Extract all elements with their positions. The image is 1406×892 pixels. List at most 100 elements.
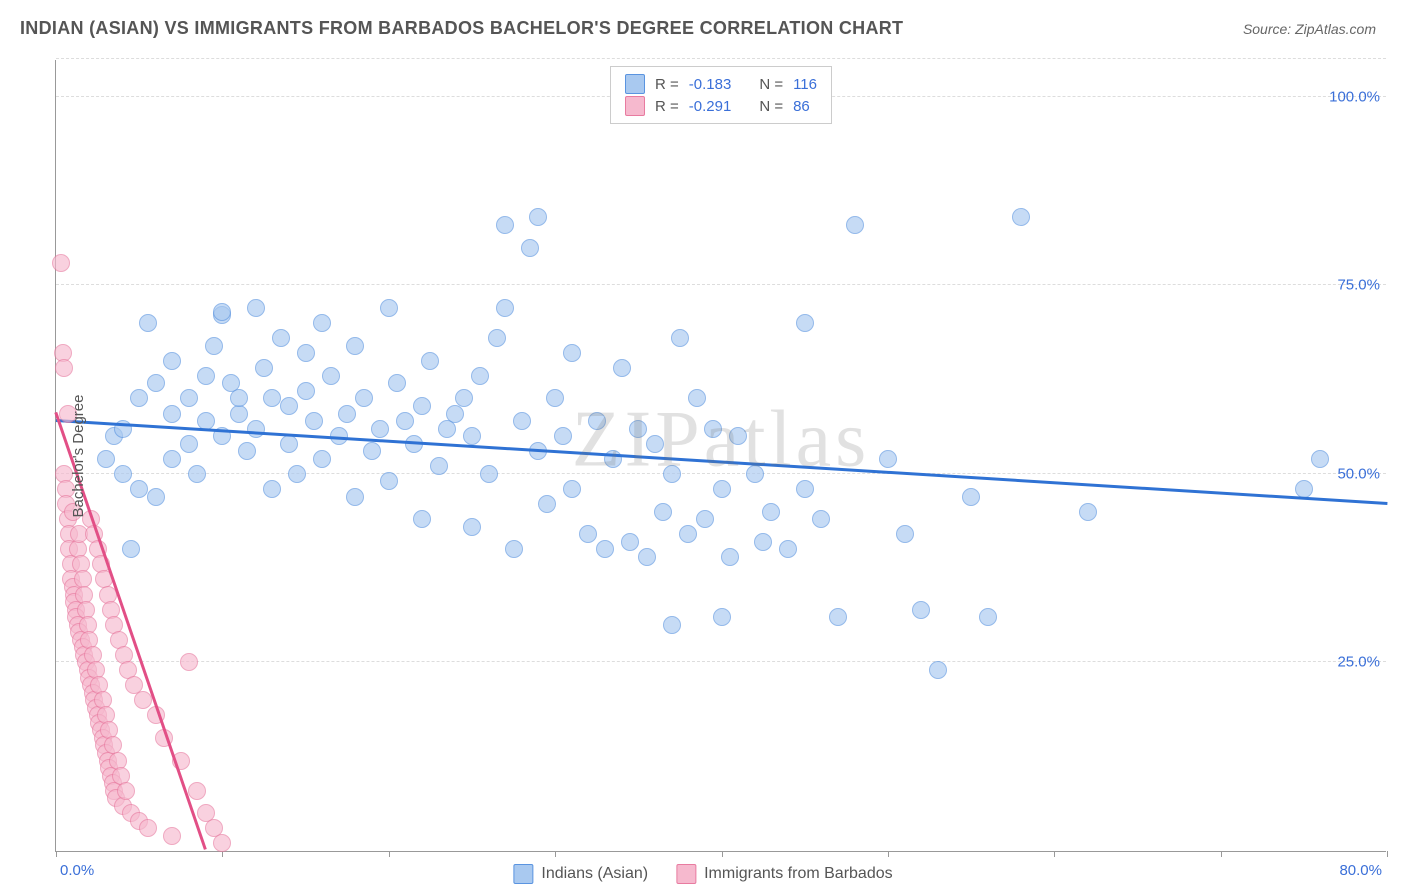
- data-point: [380, 299, 398, 317]
- data-point: [1012, 208, 1030, 226]
- data-point: [521, 239, 539, 257]
- stat-n-label: N =: [759, 76, 783, 93]
- data-point: [962, 488, 980, 506]
- chart-title: INDIAN (ASIAN) VS IMMIGRANTS FROM BARBAD…: [20, 18, 903, 39]
- data-point: [205, 337, 223, 355]
- data-point: [147, 374, 165, 392]
- data-point: [796, 314, 814, 332]
- y-tick-label: 25.0%: [1337, 654, 1380, 671]
- data-point: [396, 412, 414, 430]
- data-point: [52, 254, 70, 272]
- data-point: [779, 540, 797, 558]
- data-point: [163, 827, 181, 845]
- data-point: [613, 359, 631, 377]
- data-point: [180, 653, 198, 671]
- data-point: [180, 435, 198, 453]
- legend-stat-row: R =-0.183N =116: [625, 73, 817, 95]
- source-attribution: Source: ZipAtlas.com: [1243, 21, 1376, 37]
- stat-n-label: N =: [759, 98, 783, 115]
- data-point: [563, 480, 581, 498]
- legend-stats: R =-0.183N =116R =-0.291N =86: [610, 66, 832, 124]
- data-point: [488, 329, 506, 347]
- data-point: [114, 465, 132, 483]
- data-point: [746, 465, 764, 483]
- data-point: [704, 420, 722, 438]
- data-point: [496, 216, 514, 234]
- data-point: [297, 344, 315, 362]
- data-point: [230, 389, 248, 407]
- data-point: [430, 457, 448, 475]
- data-point: [97, 450, 115, 468]
- data-point: [696, 510, 714, 528]
- data-point: [130, 480, 148, 498]
- data-point: [480, 465, 498, 483]
- data-point: [413, 397, 431, 415]
- stat-r-label: R =: [655, 76, 679, 93]
- y-tick-label: 75.0%: [1337, 277, 1380, 294]
- data-point: [163, 405, 181, 423]
- data-point: [188, 782, 206, 800]
- y-tick-label: 100.0%: [1329, 88, 1380, 105]
- data-point: [579, 525, 597, 543]
- data-point: [621, 533, 639, 551]
- data-point: [297, 382, 315, 400]
- data-point: [629, 420, 647, 438]
- x-tick-label: 80.0%: [1339, 862, 1382, 879]
- data-point: [638, 548, 656, 566]
- data-point: [188, 465, 206, 483]
- data-point: [280, 397, 298, 415]
- data-point: [280, 435, 298, 453]
- data-point: [796, 480, 814, 498]
- data-point: [380, 472, 398, 490]
- data-point: [554, 427, 572, 445]
- legend-label: Immigrants from Barbados: [704, 865, 893, 883]
- watermark: ZIPatlas: [572, 394, 871, 485]
- y-axis-title: Bachelor's Degree: [70, 395, 87, 518]
- data-point: [588, 412, 606, 430]
- x-tick: [888, 851, 889, 857]
- x-tick: [1054, 851, 1055, 857]
- data-point: [139, 819, 157, 837]
- x-tick: [389, 851, 390, 857]
- stat-r-value: -0.291: [689, 98, 732, 115]
- data-point: [180, 389, 198, 407]
- data-point: [213, 834, 231, 852]
- data-point: [1079, 503, 1097, 521]
- x-tick: [555, 851, 556, 857]
- data-point: [388, 374, 406, 392]
- data-point: [513, 412, 531, 430]
- gridline: [56, 661, 1386, 662]
- data-point: [355, 389, 373, 407]
- gridline: [56, 284, 1386, 285]
- data-point: [313, 314, 331, 332]
- data-point: [729, 427, 747, 445]
- stat-r-value: -0.183: [689, 76, 732, 93]
- data-point: [313, 450, 331, 468]
- data-point: [338, 405, 356, 423]
- x-tick: [1387, 851, 1388, 857]
- data-point: [197, 367, 215, 385]
- data-point: [754, 533, 772, 551]
- data-point: [546, 389, 564, 407]
- data-point: [671, 329, 689, 347]
- legend-swatch: [676, 864, 696, 884]
- data-point: [505, 540, 523, 558]
- scatter-plot: ZIPatlas R =-0.183N =116R =-0.291N =86 2…: [55, 60, 1386, 852]
- data-point: [529, 208, 547, 226]
- data-point: [272, 329, 290, 347]
- data-point: [912, 601, 930, 619]
- data-point: [879, 450, 897, 468]
- data-point: [463, 427, 481, 445]
- data-point: [163, 450, 181, 468]
- plot-area: ZIPatlas R =-0.183N =116R =-0.291N =86 2…: [55, 60, 1386, 852]
- data-point: [346, 488, 364, 506]
- legend-swatch: [625, 74, 645, 94]
- x-tick: [722, 851, 723, 857]
- data-point: [255, 359, 273, 377]
- data-point: [596, 540, 614, 558]
- data-point: [363, 442, 381, 460]
- data-point: [139, 314, 157, 332]
- data-point: [247, 299, 265, 317]
- data-point: [646, 435, 664, 453]
- legend-item: Indians (Asian): [513, 864, 648, 884]
